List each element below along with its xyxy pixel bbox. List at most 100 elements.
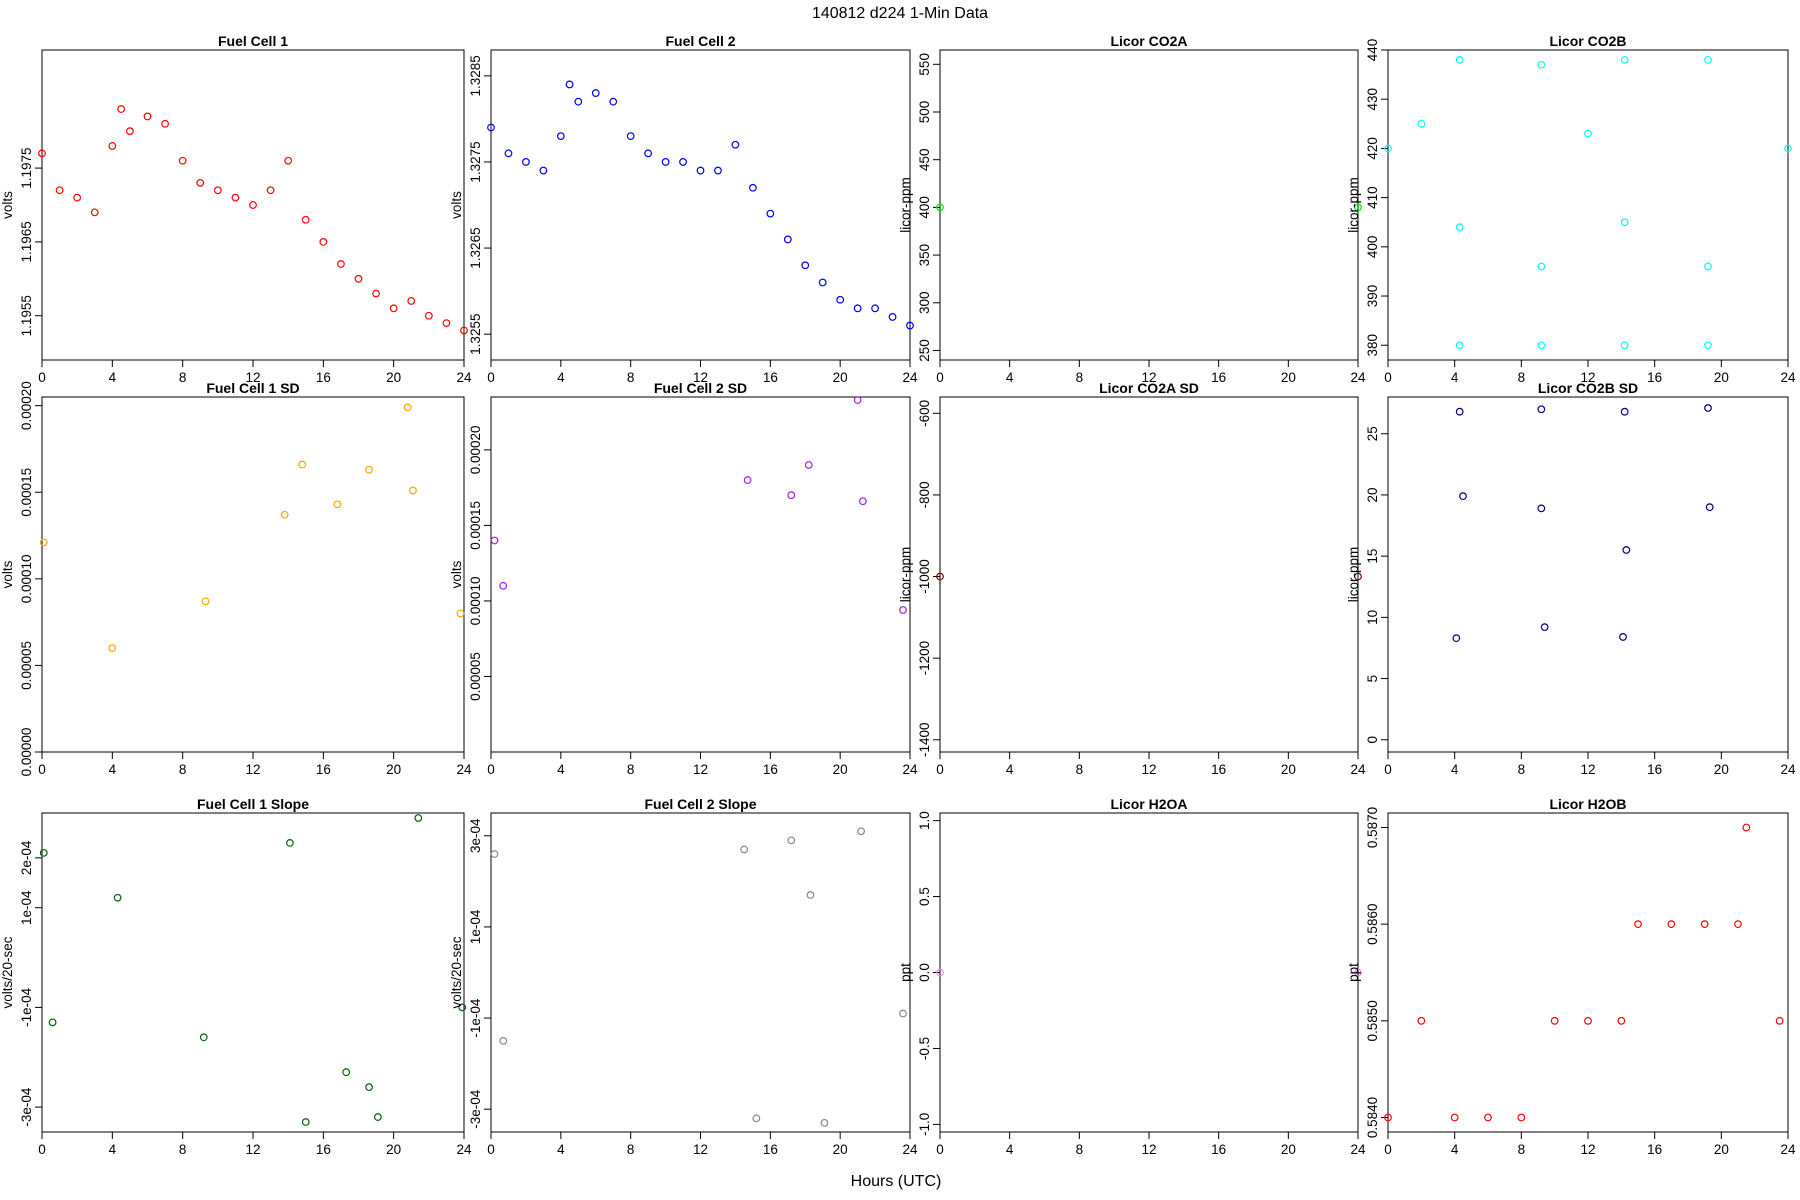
plot-frame (41, 396, 465, 753)
data-point (1620, 341, 1629, 350)
data-point (1584, 129, 1592, 138)
data-point (113, 893, 122, 902)
y-tick-label: 15 (1365, 549, 1380, 564)
x-tick-label: 20 (1281, 1142, 1296, 1157)
data-point (1667, 920, 1676, 929)
y-axis-label: licor-ppm (898, 547, 913, 603)
data-point (201, 597, 210, 606)
x-tick-label: 20 (386, 1142, 401, 1157)
x-tick-label: 0 (487, 762, 495, 777)
data-point (196, 178, 205, 187)
y-axis-label: licor-ppm (898, 177, 913, 233)
data-point (1455, 223, 1464, 232)
data-point (731, 140, 740, 149)
panel-title: Licor H2OA (1110, 796, 1187, 812)
x-tick-label: 20 (1281, 762, 1296, 777)
y-tick-label: 410 (1365, 186, 1380, 209)
data-point (499, 581, 508, 590)
data-point (748, 183, 757, 192)
data-point (1704, 55, 1712, 64)
data-point (858, 497, 867, 506)
x-tick-label: 24 (1350, 370, 1366, 385)
data-point (199, 1033, 208, 1042)
panel-3: Licor CO2A 0 4 8 12 16 20 24 250 300 350 400 450 500 5… (898, 33, 1366, 385)
y-tick-label: 0.5870 (1365, 807, 1380, 848)
data-point (499, 1036, 508, 1045)
y-tick-label: 0.00010 (19, 554, 34, 603)
data-point (591, 89, 600, 97)
data-point (301, 1118, 310, 1126)
data-point (286, 839, 294, 847)
x-tick-label: 12 (1141, 370, 1156, 385)
y-tick-label: 350 (917, 244, 932, 267)
data-point (609, 97, 618, 106)
y-tick-label: 1.3275 (468, 141, 483, 182)
y-tick-label: 0.00020 (468, 425, 483, 474)
y-tick-label: 0.00000 (19, 728, 34, 777)
y-tick-label: 0.5850 (1365, 1000, 1380, 1041)
x-tick-label: 8 (179, 762, 187, 777)
y-tick-label: 25 (1365, 426, 1380, 441)
y-tick-label: 0.5840 (1365, 1097, 1380, 1138)
x-tick-label: 20 (386, 370, 401, 385)
data-point (403, 403, 412, 412)
data-point (806, 891, 815, 899)
x-tick-label: 4 (1006, 1142, 1014, 1157)
data-point (284, 156, 293, 165)
x-tick-label: 12 (1580, 762, 1595, 777)
x-tick-label: 4 (557, 1142, 565, 1157)
x-tick-label: 16 (316, 1142, 331, 1157)
y-tick-label: 1.3265 (468, 227, 483, 268)
data-point (783, 235, 792, 244)
x-tick-label: 12 (693, 1142, 708, 1157)
data-point (1620, 218, 1629, 227)
data-point (1620, 55, 1629, 64)
y-tick-label: 0 (1365, 736, 1380, 744)
panel-title: Licor CO2B (1549, 33, 1626, 49)
y-axis-label: ppt (898, 963, 913, 982)
y-tick-label: 390 (1365, 285, 1380, 308)
y-tick-label: 5 (1365, 675, 1380, 683)
data-point (626, 132, 635, 141)
y-axis-label: volts/20-sec (449, 936, 464, 1008)
data-point (539, 166, 548, 175)
data-point (906, 321, 914, 330)
data-point (143, 112, 152, 121)
panel-4: Licor CO2B 0 4 8 12 16 20 24 380 390 400 410 420 430 4… (1346, 33, 1796, 385)
data-point (504, 149, 513, 158)
x-tick-label: 16 (763, 762, 778, 777)
x-tick-label: 16 (1211, 1142, 1226, 1157)
panel-title: Licor CO2B SD (1538, 380, 1638, 396)
y-tick-label: 2e-04 (19, 840, 34, 875)
data-point (1384, 1113, 1392, 1122)
data-point (787, 491, 796, 500)
x-tick-label: 0 (936, 1142, 944, 1157)
data-point (644, 149, 653, 158)
x-tick-label: 4 (557, 762, 565, 777)
plot-frame (939, 49, 1359, 361)
x-tick-label: 20 (1714, 1142, 1729, 1157)
data-point (458, 1003, 467, 1012)
x-tick-label: 20 (386, 762, 401, 777)
y-tick-label: 400 (1365, 236, 1380, 259)
data-point (373, 1113, 382, 1121)
y-tick-label: 1.1975 (19, 147, 34, 188)
panel-title: Fuel Cell 1 (218, 33, 288, 49)
plot-frame (1387, 49, 1789, 361)
data-point (1459, 492, 1467, 501)
x-tick-label: 0 (38, 370, 46, 385)
data-point (213, 186, 222, 195)
x-tick-label: 4 (1006, 370, 1014, 385)
data-point (39, 848, 48, 857)
x-tick-label: 12 (245, 1142, 260, 1157)
x-tick-label: 0 (38, 762, 46, 777)
panel-7: Licor CO2A SD 0 4 8 12 16 20 24 -1400 -1200 -1000 -… (898, 380, 1366, 777)
data-point (231, 193, 240, 202)
x-tick-label: 16 (1647, 370, 1662, 385)
data-point (804, 461, 813, 469)
x-tick-label: 24 (1780, 370, 1796, 385)
x-tick-label: 20 (1714, 762, 1729, 777)
y-tick-label: -800 (917, 481, 932, 508)
panel-title: Fuel Cell 2 Slope (644, 796, 756, 812)
panel-title: Licor CO2A SD (1099, 380, 1199, 396)
